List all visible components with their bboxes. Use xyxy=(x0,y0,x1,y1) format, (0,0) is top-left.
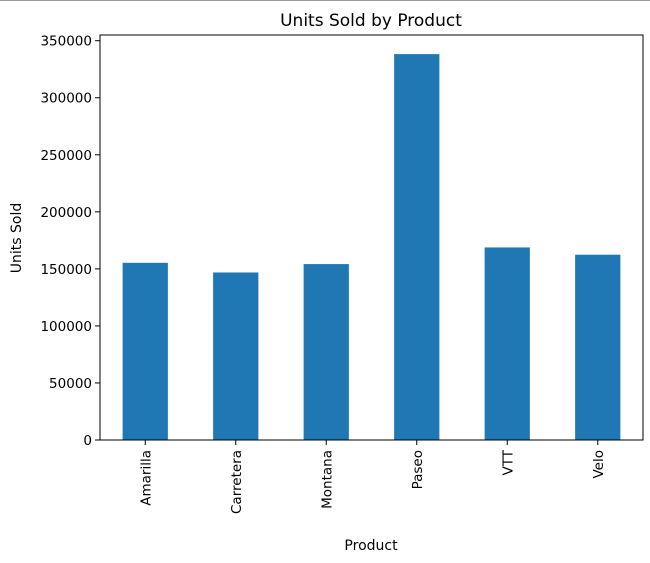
y-axis-ticks: 0 50000 100000 150000 200000 250000 300000 3500… xyxy=(40,34,100,449)
y-tick-label: 150000 xyxy=(40,262,92,278)
y-tick-label: 300000 xyxy=(40,91,92,107)
x-tick-label: Paseo xyxy=(410,450,426,489)
bar-amarilla xyxy=(122,262,168,440)
x-tick-label: Carretera xyxy=(229,450,245,514)
y-tick-label: 50000 xyxy=(49,376,92,392)
bar-montana xyxy=(303,264,349,440)
x-tick-label: Amarilla xyxy=(138,450,154,506)
bar-velo xyxy=(575,254,621,440)
y-axis-label: Units Sold xyxy=(9,203,25,273)
window-top-border xyxy=(0,0,650,1)
x-axis-ticks: Amarilla Carretera Montana Paseo VTT Velo xyxy=(138,440,607,514)
bar-vtt xyxy=(484,247,530,440)
x-tick-label: Velo xyxy=(591,450,607,479)
bars-group xyxy=(122,54,621,440)
y-tick-label: 100000 xyxy=(40,319,92,335)
x-tick-label: VTT xyxy=(500,449,516,475)
x-tick-label: Montana xyxy=(319,450,335,509)
y-tick-label: 350000 xyxy=(40,34,92,50)
x-axis-label: Product xyxy=(344,538,398,554)
y-tick-label: 200000 xyxy=(40,205,92,221)
bar-carretera xyxy=(213,272,259,440)
y-tick-label: 0 xyxy=(83,433,92,449)
plot-area-frame xyxy=(99,34,644,441)
chart-title: Units Sold by Product xyxy=(280,11,462,31)
bar-paseo xyxy=(394,54,440,440)
y-tick-label: 250000 xyxy=(40,148,92,164)
